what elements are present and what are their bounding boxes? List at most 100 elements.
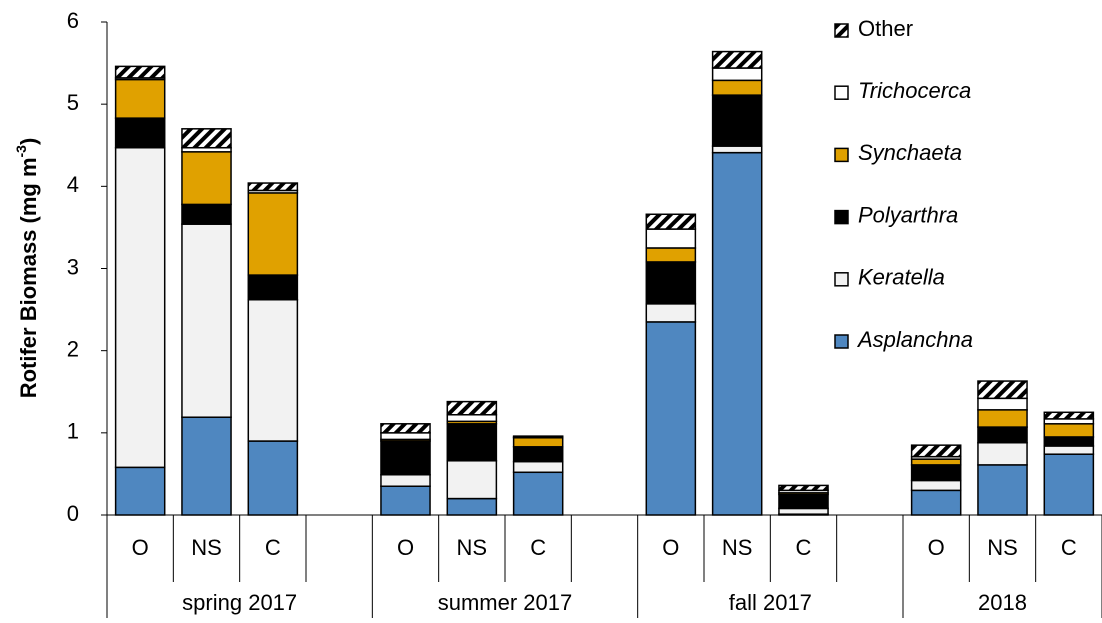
bar-segment bbox=[247, 182, 299, 192]
bar-segment bbox=[380, 473, 431, 487]
y-axis-title: Rotifer Biomass (mg m-3) bbox=[13, 138, 41, 399]
y-axis-title-suffix: ) bbox=[16, 138, 41, 145]
y-tick-label: 2 bbox=[67, 336, 79, 361]
group-label: 2018 bbox=[978, 590, 1027, 615]
bar-segment bbox=[380, 423, 431, 434]
bar-segment bbox=[711, 94, 763, 147]
bar-segment bbox=[711, 50, 763, 69]
legend-swatch bbox=[834, 209, 849, 225]
bar-segment bbox=[247, 274, 299, 301]
bar-segment bbox=[114, 117, 166, 149]
y-tick-label: 6 bbox=[67, 8, 79, 33]
bar-segment bbox=[977, 380, 1028, 400]
legend-label: Other bbox=[858, 16, 913, 41]
bar-segment bbox=[645, 213, 697, 230]
bar-segment bbox=[114, 78, 166, 119]
bar-segment bbox=[512, 460, 564, 474]
bar-segment bbox=[1043, 445, 1095, 455]
bar-segment bbox=[446, 414, 498, 423]
group-label: spring 2017 bbox=[182, 590, 297, 615]
bar-segment bbox=[114, 65, 166, 79]
x-tick-label: O bbox=[928, 535, 945, 560]
legend-swatch bbox=[834, 23, 849, 38]
bar-segment bbox=[977, 409, 1028, 428]
bar-segment bbox=[1043, 436, 1095, 447]
x-tick-label: NS bbox=[987, 535, 1018, 560]
bar-segment bbox=[645, 303, 697, 323]
legend-swatch bbox=[834, 272, 849, 287]
x-tick-label: NS bbox=[722, 535, 753, 560]
legend-swatch bbox=[834, 85, 849, 100]
y-tick-label: 5 bbox=[67, 90, 79, 115]
bar-segment bbox=[114, 466, 166, 516]
legend-swatch bbox=[834, 147, 849, 163]
bar-segment bbox=[910, 444, 962, 458]
bar-segment bbox=[181, 128, 232, 149]
bar-segment bbox=[114, 146, 166, 469]
y-axis-title-text: Rotifer Biomass (mg m bbox=[16, 157, 41, 398]
legend-label: Asplanchna bbox=[856, 327, 973, 352]
x-tick-label: C bbox=[796, 535, 812, 560]
bar-segment bbox=[181, 223, 232, 418]
bar-segment bbox=[711, 79, 763, 96]
y-tick-label: 4 bbox=[67, 172, 79, 197]
bar-segment bbox=[380, 440, 431, 476]
y-tick-label: 3 bbox=[67, 254, 79, 279]
bar-segment bbox=[711, 151, 763, 516]
group-label: summer 2017 bbox=[438, 590, 573, 615]
bar-segment bbox=[446, 460, 498, 500]
x-tick-label: O bbox=[662, 535, 679, 560]
x-tick-label: O bbox=[397, 535, 414, 560]
bar-segment bbox=[977, 397, 1028, 411]
bar-segment bbox=[910, 489, 962, 516]
y-tick-label: 0 bbox=[67, 501, 79, 526]
legend-label: Trichocerca bbox=[858, 78, 971, 103]
y-tick-label: 1 bbox=[67, 419, 79, 444]
bar-segment bbox=[380, 432, 431, 441]
bar-segment bbox=[910, 479, 962, 492]
bar-segment bbox=[711, 67, 763, 82]
bar-segment bbox=[512, 435, 564, 438]
bar-segment bbox=[512, 446, 564, 463]
bar-segment bbox=[977, 426, 1028, 444]
bar-segment bbox=[711, 145, 763, 154]
bar-segment bbox=[380, 485, 431, 516]
x-tick-label: O bbox=[132, 535, 149, 560]
bar-segment bbox=[645, 228, 697, 249]
x-tick-label: C bbox=[530, 535, 546, 560]
bar-segment bbox=[446, 497, 498, 516]
bar-segment bbox=[910, 458, 962, 466]
bar-segment bbox=[181, 151, 232, 206]
bar-segment bbox=[778, 507, 829, 515]
legend-label: Synchaeta bbox=[858, 140, 962, 165]
x-tick-label: NS bbox=[457, 535, 488, 560]
bar-segment bbox=[778, 484, 829, 492]
bar-segment bbox=[512, 471, 564, 516]
bar-segment bbox=[512, 437, 564, 448]
bar-segment bbox=[1043, 423, 1095, 438]
x-tick-label: NS bbox=[191, 535, 222, 560]
bar-segment bbox=[977, 464, 1028, 516]
y-axis-title-sup: -3 bbox=[13, 145, 29, 158]
bar-segment bbox=[247, 440, 299, 516]
bar-segment bbox=[645, 321, 697, 516]
x-tick-label: C bbox=[1061, 535, 1077, 560]
bar-segment bbox=[645, 261, 697, 305]
legend-label: Polyarthra bbox=[858, 202, 958, 227]
bar-segment bbox=[778, 493, 829, 510]
group-label: fall 2017 bbox=[729, 590, 812, 615]
bar-segment bbox=[1043, 411, 1095, 420]
bar-segment bbox=[910, 464, 962, 482]
bar-segment bbox=[645, 247, 697, 263]
x-tick-label: C bbox=[265, 535, 281, 560]
bar-segment bbox=[181, 416, 232, 516]
bar-segment bbox=[446, 400, 498, 416]
bar-segment bbox=[247, 192, 299, 276]
bar-segment bbox=[446, 423, 498, 462]
bar-segment bbox=[1043, 453, 1095, 516]
bar-segment bbox=[181, 203, 232, 225]
bar-segment bbox=[977, 441, 1028, 466]
bar-segment bbox=[247, 298, 299, 442]
legend-label: Keratella bbox=[858, 265, 945, 290]
